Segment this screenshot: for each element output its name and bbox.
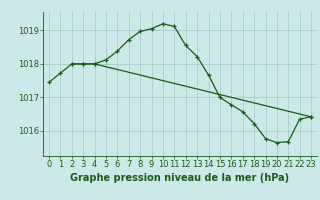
- X-axis label: Graphe pression niveau de la mer (hPa): Graphe pression niveau de la mer (hPa): [70, 173, 290, 183]
